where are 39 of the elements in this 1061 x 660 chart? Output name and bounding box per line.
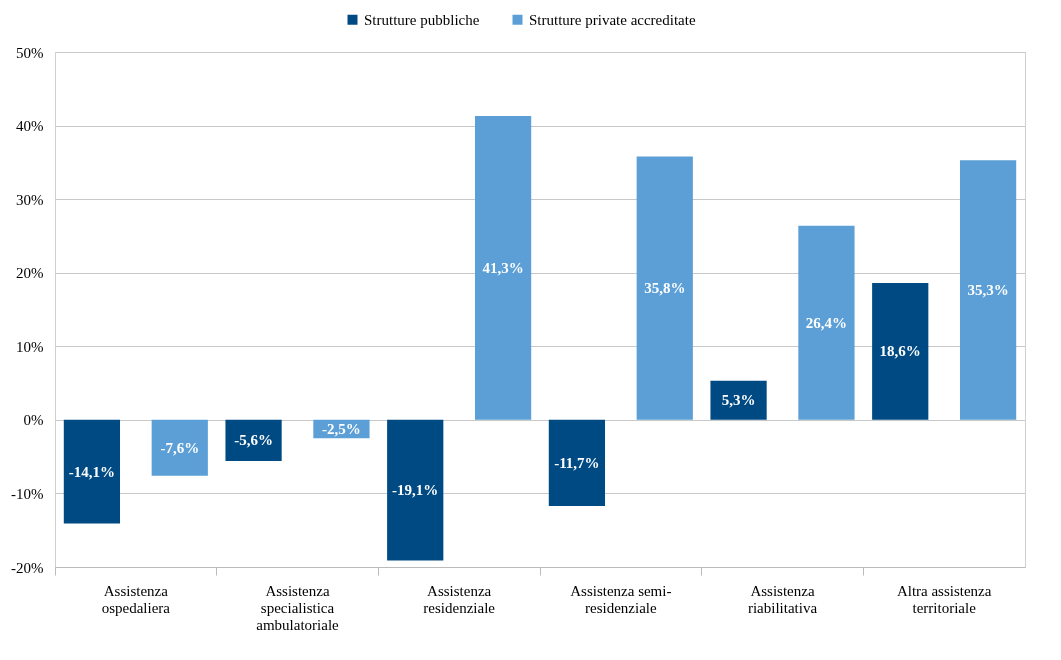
data-label: 5,3% bbox=[721, 392, 756, 409]
bar bbox=[872, 283, 929, 420]
y-tick-label: 50% bbox=[16, 44, 44, 61]
bar bbox=[387, 419, 444, 561]
bar bbox=[225, 419, 282, 462]
data-label: -14,1% bbox=[68, 463, 116, 480]
data-label: 35,3% bbox=[967, 282, 1009, 298]
data-label: -11,7% bbox=[554, 454, 600, 471]
data-label: -19,1% bbox=[392, 482, 439, 499]
x-tick-label: Assistenza riabilitativa bbox=[747, 582, 818, 616]
data-label: 26,4% bbox=[805, 314, 848, 331]
data-label: 35,8% bbox=[644, 280, 686, 297]
data-label: 41,3% bbox=[482, 259, 524, 276]
bar bbox=[798, 225, 855, 420]
x-tick-label: Assistenza specialistica ambulatoriale bbox=[256, 582, 340, 633]
bar bbox=[636, 156, 693, 420]
y-tick-label: -20% bbox=[11, 559, 44, 576]
y-tick-label: 10% bbox=[16, 338, 44, 355]
x-tick-label: Altra assistenza territoriale bbox=[896, 582, 992, 616]
legend-label: Strutture private accreditate bbox=[529, 11, 696, 28]
data-label: 18,6% bbox=[879, 343, 921, 360]
y-tick-label: 30% bbox=[16, 191, 44, 208]
bar bbox=[474, 116, 532, 420]
legend-label: Strutture pubbliche bbox=[364, 11, 480, 28]
data-label: -5,6% bbox=[234, 432, 273, 449]
x-tick-label: Assistenza semi- residenziale bbox=[570, 582, 672, 616]
bar bbox=[959, 160, 1017, 420]
y-tick-label: 0% bbox=[23, 412, 44, 429]
bar bbox=[151, 419, 208, 476]
y-tick-label: -10% bbox=[11, 485, 44, 502]
bar bbox=[63, 419, 121, 524]
data-label: -7,6% bbox=[160, 439, 200, 456]
x-tick-label: Assistenza ospedaliera bbox=[101, 582, 171, 616]
bar bbox=[710, 380, 767, 420]
y-tick-label: 20% bbox=[16, 265, 44, 282]
data-label: -2,5% bbox=[322, 421, 361, 438]
y-tick-label: 40% bbox=[16, 118, 44, 135]
bar bbox=[548, 419, 606, 506]
x-tick-label: Assistenza residenziale bbox=[423, 582, 496, 616]
